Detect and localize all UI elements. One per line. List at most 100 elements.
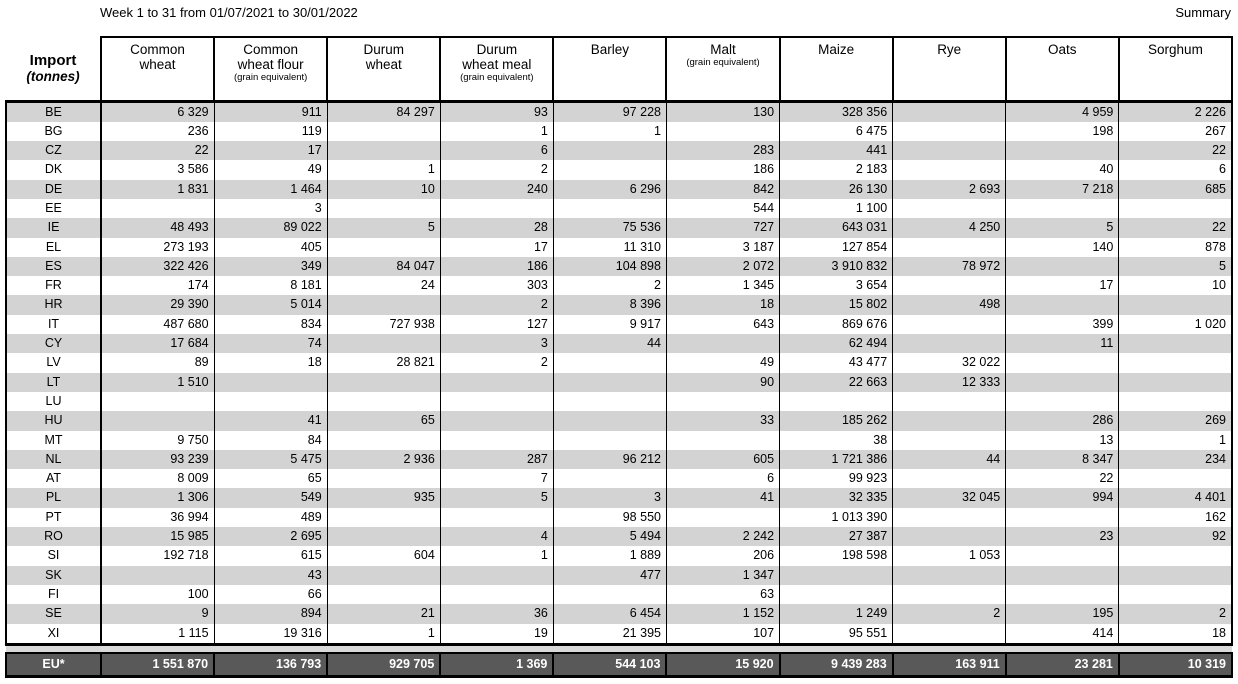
column-header-label: Durum (363, 42, 404, 57)
column-header-label: wheat flour (237, 57, 304, 72)
column-header-label: Malt (710, 42, 736, 57)
column-header: Durum wheat meal (grain equivalent) (439, 36, 555, 103)
value-cell (892, 411, 1006, 431)
value-cell: 18 (213, 353, 328, 373)
value-cell: 5 475 (213, 449, 328, 470)
column-header-label: Common (243, 42, 299, 57)
column-header-sublabel: (grain equivalent) (460, 72, 534, 83)
value-cell: 2 072 (665, 256, 780, 277)
value-cell: 84 (213, 430, 328, 450)
value-cell (552, 160, 667, 180)
value-cell: 1 152 (665, 604, 780, 624)
column-header-label: Oats (1048, 42, 1077, 57)
country-code: MT (5, 430, 102, 450)
value-cell (100, 391, 215, 412)
table-row-nl: NL 93 239 5 475 2 936 287 96 212 605 1 721 386 4… (5, 449, 1234, 470)
value-cell: 3 (213, 198, 328, 219)
value-cell: 32 022 (892, 353, 1006, 373)
value-cell: 127 (439, 314, 554, 335)
value-cell: 127 854 (779, 237, 893, 257)
value-cell: 234 (1118, 449, 1234, 470)
column-header: Common wheat flour (grain equivalent) (213, 36, 329, 103)
value-cell: 93 239 (100, 449, 215, 470)
value-cell: 29 390 (100, 295, 215, 315)
value-cell: 162 (1118, 507, 1234, 528)
value-cell: 236 (100, 121, 215, 142)
value-cell: 727 (665, 218, 780, 238)
value-cell (779, 391, 893, 412)
value-cell: 1 721 386 (779, 449, 893, 470)
value-cell: 1 464 (213, 179, 328, 199)
value-cell (326, 198, 441, 219)
country-code: DE (5, 179, 102, 199)
value-cell: 2 (552, 276, 667, 296)
summary-label: Summary (1175, 5, 1231, 20)
country-code: FR (5, 276, 102, 296)
value-cell: 186 (439, 256, 554, 277)
total-value-cell: 929 705 (326, 652, 441, 679)
page-title: Week 1 to 31 from 01/07/2021 to 30/01/20… (100, 5, 358, 20)
value-cell (552, 372, 667, 392)
value-cell (892, 430, 1006, 450)
value-cell: 935 (326, 488, 441, 508)
value-cell (1118, 391, 1234, 412)
value-cell: 4 959 (1005, 101, 1119, 122)
value-cell (100, 198, 215, 219)
value-cell: 3 (552, 488, 667, 508)
column-header-label: Maize (818, 42, 855, 57)
value-cell (892, 121, 1006, 142)
table-row-ee: EE 3 544 1 100 (5, 198, 1234, 219)
value-cell: 5 014 (213, 295, 328, 315)
value-cell: 4 401 (1118, 488, 1234, 508)
value-cell (892, 527, 1006, 547)
value-cell: 604 (326, 546, 441, 566)
value-cell: 1 100 (779, 198, 893, 219)
value-cell: 1 (439, 121, 554, 142)
total-value-cell: 15 920 (665, 652, 780, 679)
value-cell: 62 494 (779, 334, 893, 354)
value-cell (1005, 565, 1119, 585)
value-cell (552, 411, 667, 431)
value-cell: 28 (439, 218, 554, 238)
value-cell: 287 (439, 449, 554, 470)
value-cell: 95 551 (779, 623, 893, 646)
value-cell (1118, 546, 1234, 566)
country-code: XI (5, 623, 102, 646)
country-code: NL (5, 449, 102, 470)
value-cell (326, 469, 441, 489)
value-cell: 22 (1118, 141, 1234, 161)
table-body: BE 6 329 911 84 297 93 97 228 130 328 356 4 959 2… (5, 101, 1234, 646)
table-row-lv: LV 89 18 28 821 2 49 43 477 32 022 (5, 353, 1234, 373)
table-row-be: BE 6 329 911 84 297 93 97 228 130 328 356 4 959 2… (5, 101, 1234, 122)
value-cell (439, 565, 554, 585)
value-cell: 2 (439, 160, 554, 180)
value-cell (439, 507, 554, 528)
country-code: SK (5, 565, 102, 585)
total-value-cell: 163 911 (891, 652, 1006, 679)
country-code: IE (5, 218, 102, 238)
value-cell: 100 (100, 584, 215, 605)
value-cell: 878 (1118, 237, 1234, 257)
value-cell (552, 353, 667, 373)
value-cell: 89 (100, 353, 215, 373)
column-header-label: Durum (476, 42, 518, 57)
value-cell (779, 565, 893, 585)
value-cell: 1 249 (779, 604, 893, 624)
import-table: Import (tonnes) Common wheat Common wheat f… (5, 36, 1234, 679)
value-cell: 17 (439, 237, 554, 257)
value-cell: 1 831 (100, 179, 215, 199)
table-header: Import (tonnes) Common wheat Common wheat f… (6, 36, 1234, 103)
value-cell (892, 198, 1006, 219)
value-cell: 21 (326, 604, 441, 624)
value-cell: 6 475 (779, 121, 893, 142)
country-code: LV (5, 353, 102, 373)
value-cell: 11 (1005, 334, 1119, 354)
value-cell: 842 (665, 179, 780, 199)
value-cell: 1 345 (665, 276, 780, 296)
value-cell: 63 (665, 584, 780, 605)
value-cell: 1 889 (552, 546, 667, 566)
table-row-xi: XI 1 115 19 316 1 19 21 395 107 95 551 414 18 (5, 623, 1234, 646)
value-cell: 6 296 (552, 179, 667, 199)
value-cell: 104 898 (552, 256, 667, 277)
column-header: Durum wheat (326, 36, 442, 103)
